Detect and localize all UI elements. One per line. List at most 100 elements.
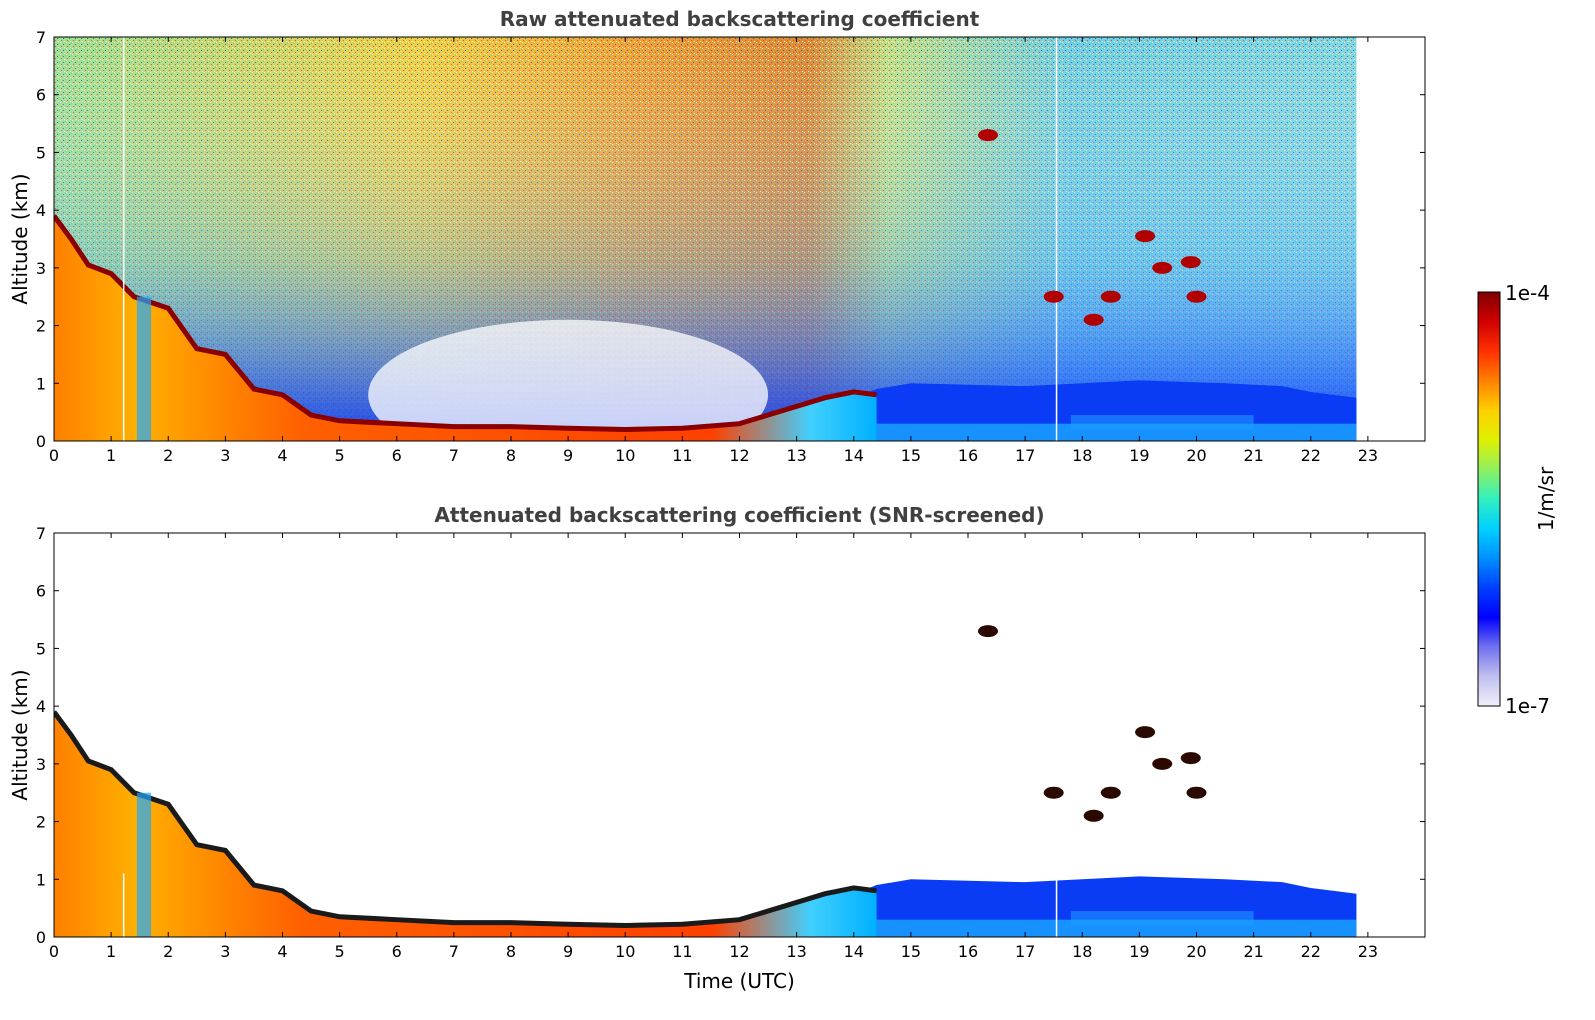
cloud-patch — [1186, 290, 1207, 303]
panel-title: Attenuated backscattering coefficient (S… — [434, 503, 1044, 527]
x-tick-label: 16 — [958, 942, 978, 961]
x-tick-label: 19 — [1129, 942, 1149, 961]
x-axis-ticks: 0 1 2 3 4 5 6 7 8 9 10 11 12 13 14 15 16 17 18 19 20 21 22 23 — [49, 533, 1378, 961]
y-tick-label: 0 — [36, 432, 46, 451]
y-tick-label: 3 — [36, 259, 46, 278]
x-tick-label: 15 — [901, 942, 921, 961]
x-tick-label: 23 — [1358, 446, 1378, 465]
x-tick-label: 7 — [449, 446, 459, 465]
low-noise-zone — [368, 319, 769, 441]
x-tick-label: 14 — [844, 446, 864, 465]
y-tick-label: 5 — [36, 639, 46, 658]
x-tick-label: 10 — [615, 942, 635, 961]
cloud-patch — [1186, 786, 1207, 799]
y-tick-label: 6 — [36, 582, 46, 601]
plot-frame — [53, 532, 1426, 938]
y-tick-label: 1 — [36, 870, 46, 889]
colorbar-unit-label: 1/m/sr — [1534, 466, 1558, 531]
cloud-patch — [1083, 809, 1104, 822]
x-tick-label: 8 — [506, 446, 516, 465]
x-tick-label: 1 — [106, 942, 116, 961]
x-tick-label: 9 — [563, 446, 573, 465]
cloud-patch — [1135, 726, 1156, 739]
boundary-layer-top — [54, 214, 877, 432]
x-tick-label: 11 — [672, 942, 692, 961]
colorbar-max-label: 1e-4 — [1505, 281, 1550, 305]
x-tick-label: 22 — [1301, 942, 1321, 961]
x-tick-label: 0 — [49, 942, 59, 961]
x-tick-label: 11 — [672, 446, 692, 465]
cloud-patch — [1152, 261, 1173, 274]
x-tick-label: 10 — [615, 446, 635, 465]
x-tick-label: 13 — [786, 942, 806, 961]
x-tick-label: 3 — [220, 942, 230, 961]
x-tick-label: 13 — [786, 446, 806, 465]
boundary-layer — [54, 711, 877, 937]
x-tick-label: 15 — [901, 446, 921, 465]
x-tick-label: 18 — [1072, 446, 1092, 465]
y-tick-label: 0 — [36, 928, 46, 947]
y-tick-label: 3 — [36, 755, 46, 774]
cloud-patch — [1043, 786, 1064, 799]
y-tick-label: 1 — [36, 374, 46, 393]
x-tick-label: 18 — [1072, 942, 1092, 961]
x-tick-label: 1 — [106, 446, 116, 465]
x-tick-label: 17 — [1015, 446, 1035, 465]
surface-layer — [876, 423, 1357, 441]
colorbar-ramp — [1477, 291, 1501, 707]
cloud-patch — [1100, 290, 1121, 303]
low-cloud-column — [136, 792, 152, 937]
x-tick-label: 21 — [1243, 942, 1263, 961]
cloud-patch — [1180, 752, 1201, 765]
x-tick-label: 2 — [163, 446, 173, 465]
cloud-patch — [977, 625, 998, 638]
x-tick-label: 22 — [1301, 446, 1321, 465]
cloud-patch — [1180, 256, 1201, 269]
x-tick-label: 8 — [506, 942, 516, 961]
cloud-patch — [1100, 786, 1121, 799]
y-tick-label: 7 — [36, 28, 46, 47]
heatmap-area — [54, 37, 1357, 441]
x-tick-label: 5 — [335, 942, 345, 961]
cloud-patch — [1043, 290, 1064, 303]
x-tick-label: 23 — [1358, 942, 1378, 961]
x-tick-label: 2 — [163, 942, 173, 961]
y-tick-label: 7 — [36, 524, 46, 543]
snr-screened-panel: Attenuated backscattering coefficient (S… — [8, 503, 1426, 993]
colorbar: 1e-4 1e-7 1/m/sr — [1477, 281, 1558, 718]
cloud-patch — [977, 129, 998, 142]
y-axis-label: Altitude (km) — [8, 669, 32, 800]
y-tick-label: 6 — [36, 86, 46, 105]
x-tick-label: 16 — [958, 446, 978, 465]
x-tick-label: 4 — [277, 942, 287, 961]
x-tick-label: 5 — [335, 446, 345, 465]
x-tick-label: 20 — [1186, 446, 1206, 465]
y-tick-label: 4 — [36, 697, 46, 716]
y-axis-label: Altitude (km) — [8, 173, 32, 304]
y-tick-label: 2 — [36, 317, 46, 336]
surface-layer — [876, 919, 1357, 937]
cloud-patch — [1083, 313, 1104, 326]
x-tick-label: 3 — [220, 446, 230, 465]
y-tick-label: 5 — [36, 143, 46, 162]
y-axis-ticks: 0 1 2 3 4 5 6 7 — [36, 524, 1425, 947]
x-tick-label: 0 — [49, 446, 59, 465]
x-axis-ticks: 0 1 2 3 4 5 6 7 8 9 10 11 12 13 14 15 16 17 18 19 20 21 22 23 — [49, 37, 1378, 465]
low-cloud-column — [136, 296, 152, 441]
x-tick-label: 17 — [1015, 942, 1035, 961]
y-axis-ticks: 0 1 2 3 4 5 6 7 — [36, 28, 1425, 451]
x-tick-label: 6 — [392, 446, 402, 465]
boundary-layer-top — [54, 710, 877, 928]
boundary-layer — [54, 215, 877, 441]
panel-title: Raw attenuated backscattering coefficien… — [500, 7, 980, 31]
raw-backscatter-panel: Raw attenuated backscattering coefficien… — [8, 7, 1426, 465]
x-tick-label: 14 — [844, 942, 864, 961]
x-tick-label: 20 — [1186, 942, 1206, 961]
x-tick-label: 19 — [1129, 446, 1149, 465]
x-tick-label: 12 — [729, 942, 749, 961]
heatmap-area — [54, 625, 1357, 937]
colorbar-min-label: 1e-7 — [1505, 694, 1550, 718]
x-tick-label: 6 — [392, 942, 402, 961]
cloud-patch — [1135, 230, 1156, 243]
